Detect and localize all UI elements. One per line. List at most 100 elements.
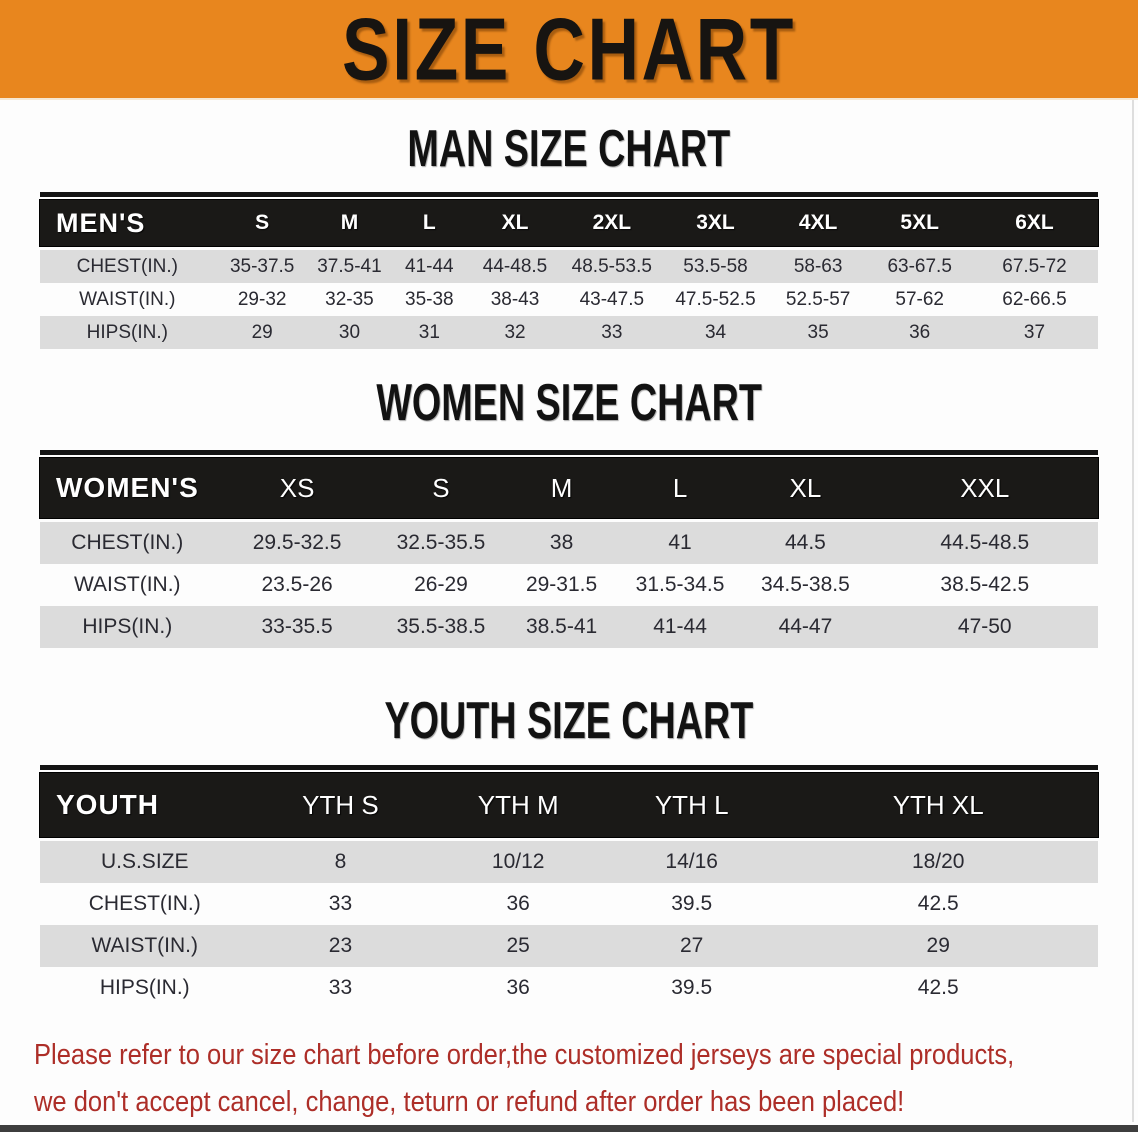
men-value-cell-1-2: 32-35 (325, 288, 374, 310)
women-section-heading: WOMEN SIZE CHART (0, 372, 1138, 432)
men-header-label: MEN'S (56, 207, 146, 238)
youth-table-row-1: CHEST(IN.) 33 36 39.5 42.5 (40, 883, 1098, 925)
men-value-cell-1-1: 29-32 (237, 288, 287, 310)
men-table-body: CHEST(IN.) 35-37.5 37.5-41 41-44 44-48.5 48.5… (40, 250, 1098, 349)
men-value-cell-0-5: 48.5-53.5 (571, 255, 652, 277)
youth-section-heading: YOUTH SIZE CHART (0, 690, 1138, 750)
youth-table-header-row: YOUTH YTH S YTH M YTH L YTH XL (40, 773, 1098, 837)
women-value-cell-0-4: 41 (668, 531, 692, 554)
women-value-cell-1-1: 23.5-26 (261, 573, 333, 596)
women-value-cell-0-1: 29.5-32.5 (252, 531, 342, 554)
youth-value-cell-1-2: 36 (506, 892, 530, 915)
bottom-bar-artifact (0, 1125, 1138, 1132)
right-edge-artifact-line (1132, 100, 1134, 1122)
men-section-heading-text: MAN SIZE CHART (407, 118, 731, 178)
men-value-cell-2-5: 33 (601, 321, 623, 343)
men-value-cell-0-3: 41-44 (405, 255, 454, 277)
men-header-size-6: 3XL (696, 211, 735, 234)
men-value-cell-1-6: 47.5-52.5 (675, 288, 756, 310)
youth-table-row-3: HIPS(IN.) 33 36 39.5 42.5 (40, 967, 1098, 1009)
men-header-size-4: XL (501, 211, 529, 234)
men-header-size-3: L (422, 211, 436, 234)
men-row-label-0: CHEST(IN.) (76, 255, 178, 277)
men-value-cell-1-8: 57-62 (895, 288, 944, 310)
youth-header-size-3: YTH L (654, 789, 729, 820)
men-value-cell-1-5: 43-47.5 (579, 288, 645, 310)
men-header-size-1: S (255, 211, 270, 234)
youth-value-cell-0-4: 18/20 (911, 850, 965, 873)
men-row-label-2: HIPS(IN.) (86, 321, 168, 343)
women-row-label-1: WAIST(IN.) (74, 573, 181, 596)
women-value-cell-0-3: 38 (549, 531, 574, 554)
men-value-cell-0-4: 44-48.5 (482, 255, 548, 277)
youth-row-label-2: WAIST(IN.) (91, 934, 198, 957)
men-value-cell-0-1: 35-37.5 (229, 255, 295, 277)
men-table-row-1: WAIST(IN.) 29-32 32-35 35-38 38-43 43-47.5 47.… (40, 283, 1098, 316)
women-size-table: WOMEN'S XS S M L XL XXL CHEST(IN.) 29.5-32.5 32.… (40, 450, 1098, 648)
women-value-cell-2-2: 35.5-38.5 (396, 615, 486, 638)
men-value-cell-2-8: 36 (909, 321, 931, 343)
men-section-heading: MAN SIZE CHART (0, 118, 1138, 178)
men-value-cell-2-2: 30 (338, 321, 361, 343)
youth-value-cell-0-2: 10/12 (491, 850, 545, 873)
women-table-header-row: WOMEN'S XS S M L XL XXL (40, 458, 1098, 518)
men-value-cell-1-3: 35-38 (405, 288, 454, 310)
footer-note-line-2: we don't accept cancel, change, teturn o… (34, 1086, 905, 1118)
youth-size-table: YOUTH YTH S YTH M YTH L YTH XL U.S.SIZE 8 10/1… (40, 765, 1098, 1009)
women-table-row-0: CHEST(IN.) 29.5-32.5 32.5-35.5 38 41 44.5 44.5… (40, 522, 1098, 564)
men-value-cell-0-8: 63-67.5 (887, 255, 952, 277)
youth-value-cell-3-2: 36 (506, 976, 530, 999)
men-value-cell-2-7: 35 (807, 321, 829, 343)
men-value-cell-1-9: 62-66.5 (1002, 288, 1067, 310)
footer-note: Please refer to our size chart before or… (34, 1032, 1125, 1126)
women-value-cell-2-4: 41-44 (653, 615, 707, 638)
youth-value-cell-1-1: 33 (328, 892, 353, 915)
youth-header-size-4: YTH XL (892, 789, 984, 820)
women-value-cell-0-5: 44.5 (784, 531, 826, 554)
youth-value-cell-2-4: 29 (926, 934, 950, 957)
youth-value-cell-1-4: 42.5 (917, 892, 959, 915)
youth-value-cell-2-1: 23 (328, 934, 353, 957)
youth-header-size-1: YTH S (302, 789, 379, 820)
men-value-cell-2-1: 29 (251, 321, 273, 343)
women-value-cell-2-1: 33-35.5 (261, 615, 333, 638)
women-value-cell-1-2: 26-29 (414, 573, 468, 596)
men-value-cell-2-9: 37 (1023, 321, 1046, 343)
youth-table-row-2: WAIST(IN.) 23 25 27 29 (40, 925, 1098, 967)
youth-row-label-1: CHEST(IN.) (88, 892, 201, 915)
men-header-size-2: M (340, 211, 359, 234)
banner: SIZE CHART (0, 0, 1138, 100)
women-row-label-0: CHEST(IN.) (71, 531, 184, 554)
men-header-size-8: 5XL (900, 211, 939, 234)
women-table-row-2: HIPS(IN.) 33-35.5 35.5-38.5 38.5-41 41-44 44-… (40, 606, 1098, 648)
women-row-label-2: HIPS(IN.) (82, 615, 173, 638)
banner-title: SIZE CHART (342, 0, 796, 98)
men-header-size-7: 4XL (798, 211, 838, 234)
women-header-size-3: M (550, 472, 573, 503)
men-value-cell-1-7: 52.5-57 (785, 288, 851, 310)
youth-table-body: U.S.SIZE 8 10/12 14/16 18/20 CHEST(IN.) 33 36 39… (40, 841, 1098, 1009)
youth-row-label-0: U.S.SIZE (100, 850, 189, 873)
men-table-row-0: CHEST(IN.) 35-37.5 37.5-41 41-44 44-48.5 48.5… (40, 250, 1098, 283)
men-value-cell-0-2: 37.5-41 (317, 255, 382, 277)
men-value-cell-0-6: 53.5-58 (683, 255, 748, 277)
youth-value-cell-0-1: 8 (334, 850, 347, 873)
men-size-table: MEN'S S M L XL 2XL 3XL 4XL 5XL 6XL CHEST(IN.) 35-3… (40, 192, 1098, 349)
youth-row-label-3: HIPS(IN.) (99, 976, 190, 999)
footer-note-line-1: Please refer to our size chart before or… (34, 1039, 1015, 1071)
women-value-cell-1-5: 34.5-38.5 (761, 573, 850, 596)
youth-value-cell-3-4: 42.5 (917, 976, 959, 999)
youth-value-cell-1-3: 39.5 (671, 892, 713, 915)
men-value-cell-2-6: 34 (704, 321, 727, 343)
women-header-size-4: L (672, 472, 688, 503)
men-value-cell-0-7: 58-63 (793, 255, 843, 277)
men-table-row-2: HIPS(IN.) 29 30 31 32 33 34 35 36 37 (40, 316, 1098, 349)
youth-section-heading-text: YOUTH SIZE CHART (384, 690, 754, 750)
men-table-header-row: MEN'S S M L XL 2XL 3XL 4XL 5XL 6XL (40, 200, 1098, 246)
men-value-cell-0-9: 67.5-72 (1002, 255, 1067, 277)
women-value-cell-1-3: 29-31.5 (525, 573, 598, 596)
women-header-label: WOMEN'S (56, 472, 199, 503)
women-header-size-1: XS (279, 472, 315, 503)
youth-header-label: YOUTH (56, 789, 159, 820)
women-header-size-2: S (432, 472, 450, 503)
